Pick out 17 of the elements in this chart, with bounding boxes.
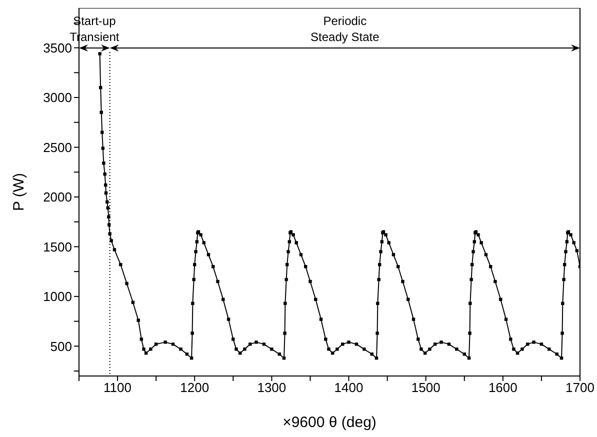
y-axis-title: P (W) [10,172,28,212]
y-tick-label: 2500 [43,140,72,155]
x-tick-label: 1700 [566,380,594,396]
x-tick-label: 1500 [411,380,440,396]
x-axis-title: ×9600 θ (deg) [282,414,376,431]
y-tick-label: 1000 [43,289,72,304]
x-tick-label: 1200 [180,380,210,396]
y-tick-label: 1500 [43,239,72,254]
y-tick-label: 3000 [43,90,72,106]
x-tick-label: 1100 [104,380,132,396]
y-tick-label: 500 [50,338,72,354]
annotation: Periodic Steady State [310,14,380,44]
x-tick-label: 1300 [257,380,286,396]
y-tick-label: 2000 [43,190,72,205]
x-tick-label: 1600 [488,380,518,396]
x-tick-label: 1400 [334,380,364,396]
y-tick-label: 3500 [43,40,72,56]
